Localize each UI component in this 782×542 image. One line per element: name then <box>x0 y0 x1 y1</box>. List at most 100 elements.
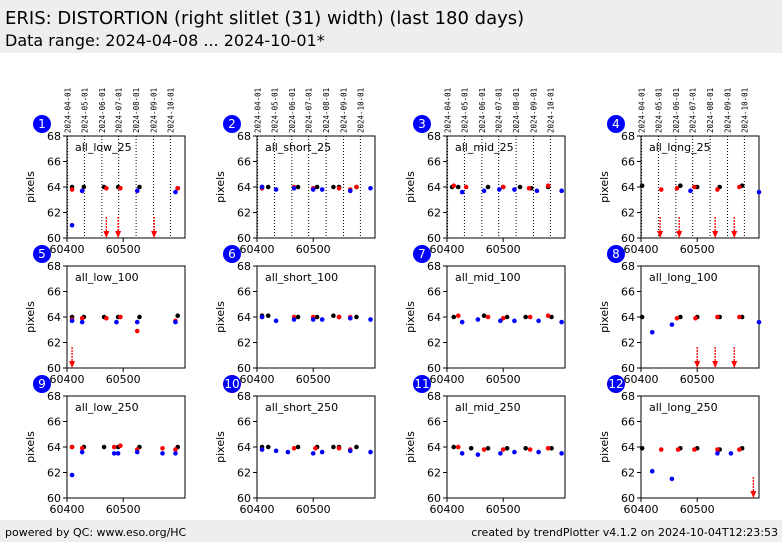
y-tick-label: 66 <box>47 416 61 429</box>
panel-badge <box>223 375 241 393</box>
data-point <box>259 184 265 190</box>
data-point <box>291 185 297 191</box>
y-tick-label: 62 <box>47 467 61 480</box>
data-point <box>368 449 373 455</box>
data-point <box>715 447 720 452</box>
panel-title: all_low_25 <box>75 141 132 154</box>
data-point <box>319 317 325 322</box>
panel-title: all_long_250 <box>649 401 718 414</box>
date-label: 2024-05-01 <box>80 88 89 133</box>
y-tick-label: 64 <box>427 441 441 454</box>
footer-right: created by trendPlotter v4.1.2 on 2024-1… <box>471 526 778 539</box>
y-axis-label: pixels <box>24 171 37 203</box>
x-tick-label: 60400 <box>240 373 275 386</box>
y-tick-label: 60 <box>621 362 635 375</box>
data-point <box>715 451 720 456</box>
x-tick-label: 60500 <box>106 243 141 256</box>
data-point <box>669 322 675 327</box>
y-tick-label: 66 <box>237 416 251 429</box>
y-tick-label: 60 <box>47 492 61 505</box>
y-tick-label: 64 <box>237 181 251 194</box>
data-point <box>536 318 541 324</box>
y-tick-label: 66 <box>47 156 61 169</box>
data-point <box>354 184 359 190</box>
data-point <box>336 314 342 320</box>
y-tick-label: 68 <box>47 130 61 143</box>
data-point <box>273 318 279 324</box>
data-point <box>173 447 178 452</box>
panel-title: all_short_100 <box>265 271 338 284</box>
data-point <box>115 451 121 456</box>
data-point <box>347 315 353 321</box>
y-tick-label: 68 <box>237 130 251 143</box>
data-point <box>559 319 564 325</box>
y-tick-label: 68 <box>427 260 441 273</box>
data-point <box>512 318 517 324</box>
data-point <box>658 447 664 452</box>
date-label: 2024-10-01 <box>740 88 749 133</box>
y-tick-label: 60 <box>621 492 635 505</box>
data-point <box>79 449 85 455</box>
panel-badge <box>33 375 51 393</box>
y-tick-label: 64 <box>47 311 61 324</box>
panel-title: all_short_25 <box>265 141 331 154</box>
x-tick-label: 60400 <box>624 373 659 386</box>
data-point <box>459 189 465 195</box>
arrow-head <box>103 231 110 238</box>
panel-number: 2 <box>228 117 236 131</box>
data-point <box>310 187 316 192</box>
arrow-head <box>69 361 76 368</box>
panel-number: 3 <box>418 117 426 131</box>
y-tick-label: 62 <box>47 207 61 220</box>
data-point <box>728 451 734 456</box>
x-tick-label: 60500 <box>680 373 715 386</box>
data-point <box>173 189 178 195</box>
data-point <box>475 452 481 457</box>
x-tick-label: 60500 <box>486 503 521 516</box>
y-tick-label: 60 <box>427 232 441 245</box>
data-point <box>737 447 742 452</box>
data-point <box>475 317 481 322</box>
panel-badge <box>607 375 625 393</box>
data-point <box>285 449 291 455</box>
data-point <box>512 449 517 455</box>
y-tick-label: 64 <box>427 311 441 324</box>
data-point <box>498 451 503 456</box>
y-tick-label: 62 <box>621 207 635 220</box>
footer-left: powered by QC: www.eso.org/HC <box>5 526 187 539</box>
data-point <box>534 188 540 194</box>
data-point <box>259 447 265 452</box>
data-point <box>79 315 85 321</box>
data-point <box>111 451 117 456</box>
data-point <box>295 314 301 320</box>
data-point <box>468 445 474 451</box>
data-point <box>485 445 491 451</box>
y-axis-label: pixels <box>404 171 417 203</box>
data-point <box>347 188 353 194</box>
y-tick-label: 62 <box>47 337 61 350</box>
data-point <box>500 447 506 452</box>
arrow-head <box>694 361 701 368</box>
data-point <box>692 447 697 452</box>
data-point <box>737 314 742 320</box>
date-label: 2024-10-01 <box>546 88 555 133</box>
data-point <box>459 451 465 456</box>
data-point <box>347 448 353 454</box>
y-tick-label: 68 <box>47 260 61 273</box>
x-tick-label: 60400 <box>624 503 659 516</box>
y-tick-label: 60 <box>427 492 441 505</box>
data-point <box>69 444 75 450</box>
data-point <box>265 444 271 450</box>
data-point <box>118 314 123 320</box>
y-tick-label: 64 <box>621 311 635 324</box>
x-tick-label: 60400 <box>430 243 465 256</box>
data-point <box>496 187 502 192</box>
data-point <box>500 184 506 190</box>
date-label: 2024-07-01 <box>115 88 124 133</box>
data-point <box>134 449 140 455</box>
x-tick-label: 60400 <box>50 503 85 516</box>
data-point <box>331 444 336 450</box>
date-label: 2024-04-01 <box>444 88 453 133</box>
arrow-head <box>676 231 683 238</box>
y-tick-label: 60 <box>427 362 441 375</box>
